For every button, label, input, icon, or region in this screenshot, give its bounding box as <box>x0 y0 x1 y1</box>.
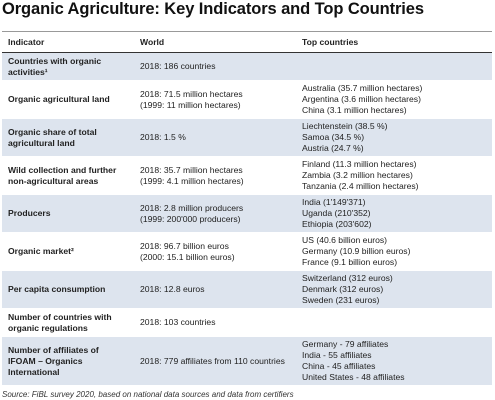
world-line: (1999: 200'000 producers) <box>140 213 241 224</box>
top-country-line: US (40.6 billion euros) <box>302 235 388 245</box>
world-line: 2018: 71.5 million hectares <box>140 88 243 99</box>
world-line: (1999: 11 million hectares) <box>140 99 241 110</box>
world-line: 2018: 35.7 million hectares <box>140 164 243 175</box>
table-row: Organic agricultural land 2018: 71.5 mill… <box>2 80 492 119</box>
world-line: 2018: 186 countries <box>140 61 216 71</box>
indicator-cell: Number of countries with organic regulat… <box>2 308 134 337</box>
top-country-line: Liechtenstein (38.5 %) <box>302 121 388 131</box>
top-country-line: Zambia (3.2 million hectares) <box>302 170 413 180</box>
world-cell: 2018: 779 affiliates from 110 countries <box>134 336 296 385</box>
indicator-cell: Per capita consumption <box>2 270 134 309</box>
table-row: Organic market² 2018: 96.7 billion euros(… <box>2 232 492 271</box>
top-countries-cell: India (1'149'371) Uganda (210'352) Ethiopi… <box>296 194 492 233</box>
table-row: Number of affiliates of IFOAM – Organics… <box>2 336 492 385</box>
source-note: Source: FiBL survey 2020, based on natio… <box>2 390 294 399</box>
indicator-cell: Number of affiliates of IFOAM – Organics… <box>2 336 134 385</box>
indicator-cell: Organic market² <box>2 232 134 271</box>
top-country-line: Tanzania (2.4 million hectares) <box>302 181 419 191</box>
world-cell: 2018: 71.5 million hectares (1999: 11 mil… <box>134 80 296 119</box>
header-row: Indicator World Top countries <box>2 31 492 53</box>
top-countries-cell: Finland (11.3 million hectares) Zambia (3… <box>296 156 492 195</box>
world-cell: 2018: 1.5 % <box>134 118 296 157</box>
top-countries-cell: Australia (35.7 million hectares) Argenti… <box>296 80 492 119</box>
top-countries-cell: Switzerland (312 euros) Denmark (312 euro… <box>296 270 492 309</box>
indicator-cell: Producers <box>2 194 134 233</box>
table-row: Per capita consumption 2018: 12.8 euros Sw… <box>2 270 492 309</box>
indicator-cell: Wild collection and further non-agricult… <box>2 156 134 195</box>
top-country-line: India (1'149'371) <box>302 197 366 207</box>
top-country-line: Finland (11.3 million hectares) <box>302 159 417 169</box>
top-country-line: United States - 48 affiliates <box>302 372 405 382</box>
world-cell: 2018: 35.7 million hectares (1999: 4.1 mi… <box>134 156 296 195</box>
top-countries-cell: Liechtenstein (38.5 %) Samoa (34.5 %) Aust… <box>296 118 492 157</box>
indicator-cell: Organic agricultural land <box>2 80 134 119</box>
top-country-line: Australia (35.7 million hectares) <box>302 83 423 93</box>
column-header: Top countries <box>296 31 492 53</box>
top-countries-cell <box>296 308 492 337</box>
world-line: (1999: 4.1 million hectares) <box>140 175 244 186</box>
column-header: World <box>134 31 296 53</box>
title: Organic Agriculture: Key Indicators and … <box>2 0 424 18</box>
column-header: Indicator <box>2 31 134 53</box>
world-cell: 2018: 103 countries <box>134 308 296 337</box>
world-line: 2018: 103 countries <box>140 317 216 327</box>
top-country-line: Argentina (3.6 million hectares) <box>302 94 421 104</box>
table-row: Wild collection and further non-agricult… <box>2 156 492 195</box>
top-country-line: Denmark (312 euros) <box>302 284 384 294</box>
top-country-line: Germany (10.9 billion euros) <box>302 246 411 256</box>
top-country-line: Germany - 79 affiliates <box>302 339 389 349</box>
top-country-line: Ethiopia (203'602) <box>302 219 372 229</box>
table-row: Producers 2018: 2.8 million producers (199… <box>2 194 492 233</box>
indicator-cell: Countries with organic activities¹ <box>2 52 134 81</box>
table-row: Number of countries with organic regulat… <box>2 308 492 337</box>
world-line: 2018: 96.7 billion euros <box>140 240 229 251</box>
top-country-line: Switzerland (312 euros) <box>302 273 393 283</box>
top-country-line: China (3.1 million hectares) <box>302 105 407 115</box>
world-cell: 2018: 96.7 billion euros (2000: 15.1 bill… <box>134 232 296 271</box>
world-line: 2018: 2.8 million producers <box>140 202 244 213</box>
world-line: (2000: 15.1 billion euros) <box>140 251 235 262</box>
top-countries-cell: Germany - 79 affiliates India - 55 affili… <box>296 336 492 385</box>
world-line: 2018: 12.8 euros <box>140 284 205 294</box>
table-row: Countries with organic activities¹ 2018: … <box>2 52 492 81</box>
top-country-line: India - 55 affiliates <box>302 350 372 360</box>
top-country-line: China - 45 affiliates <box>302 361 376 371</box>
world-cell: 2018: 186 countries <box>134 52 296 81</box>
world-line: 2018: 779 affiliates from 110 countries <box>140 355 285 366</box>
indicator-cell: Organic share of total agricultural land <box>2 118 134 157</box>
world-cell: 2018: 12.8 euros <box>134 270 296 309</box>
table-row: Organic share of total agricultural land… <box>2 118 492 157</box>
top-countries-cell <box>296 52 492 81</box>
top-country-line: Uganda (210'352) <box>302 208 371 218</box>
top-countries-cell: US (40.6 billion euros) Germany (10.9 bil… <box>296 232 492 271</box>
top-country-line: Austria (24.7 %) <box>302 143 364 153</box>
world-line: 2018: 1.5 % <box>140 132 186 142</box>
top-country-line: Samoa (34.5 %) <box>302 132 365 142</box>
world-cell: 2018: 2.8 million producers (1999: 200'00… <box>134 194 296 233</box>
top-country-line: Sweden (231 euros) <box>302 295 380 305</box>
top-country-line: France (9.1 billion euros) <box>302 257 398 267</box>
indicators-table: Indicator World Top countries Countries wi… <box>2 31 492 385</box>
